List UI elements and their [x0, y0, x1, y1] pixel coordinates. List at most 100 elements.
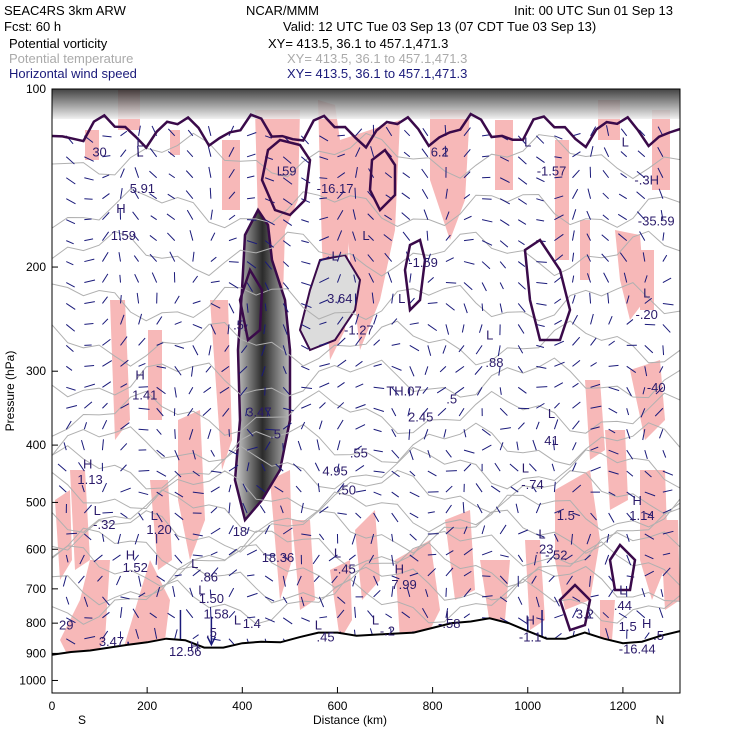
- wind-vector: [626, 554, 632, 566]
- wind-vector: [84, 323, 94, 325]
- wind-vector: [300, 596, 305, 607]
- contour-label: 3.47: [99, 634, 124, 649]
- wind-vector: [644, 470, 652, 478]
- wind-vector: [572, 607, 578, 619]
- wind-vector: [517, 240, 525, 246]
- wind-vector: [264, 441, 271, 451]
- contour-label: 1.13: [77, 472, 102, 487]
- wind-vector: [391, 470, 400, 478]
- wind-vector: [264, 303, 267, 312]
- wind-vector: [352, 209, 357, 220]
- contour-label: L: [446, 608, 453, 623]
- wind-vector: [409, 450, 414, 461]
- wind-vector: [554, 382, 564, 388]
- contour-label: -35.59: [638, 213, 675, 228]
- wind-vector: [551, 463, 555, 472]
- wind-vector: [461, 324, 465, 333]
- wind-vector: [185, 170, 194, 179]
- wind-vector: [494, 462, 501, 472]
- wind-vector: [84, 533, 92, 541]
- wind-vector: [210, 209, 213, 220]
- wind-vector: [120, 512, 128, 519]
- wind-vector: [617, 213, 627, 221]
- wind-vector: [536, 533, 545, 538]
- wind-vector: [189, 587, 194, 598]
- x-tick-label: 0: [49, 699, 56, 713]
- wind-vector: [156, 470, 167, 477]
- wind-vector: [528, 463, 537, 472]
- wind-vector: [499, 442, 504, 451]
- wind-vector: [337, 316, 344, 325]
- theta-contours: [52, 132, 680, 625]
- wind-vector: [316, 439, 320, 451]
- wind-vector: [391, 554, 394, 566]
- header-init: Init: 00 UTC Sun 01 Sep 13: [514, 3, 673, 18]
- wind-vector: [355, 404, 366, 409]
- wind-vector: [208, 345, 212, 356]
- wind-vector: [319, 135, 329, 142]
- contour-label: L: [548, 406, 555, 421]
- wind-vector: [422, 127, 429, 137]
- wind-vector: [499, 387, 502, 395]
- wind-vector: [120, 188, 123, 199]
- wind-vector: [659, 366, 664, 373]
- wind-vector: [318, 533, 325, 541]
- wind-vector: [174, 321, 182, 325]
- contour-label: -16.17: [317, 181, 354, 196]
- wind-vector: [637, 150, 646, 158]
- contour-label: -1.57: [537, 163, 567, 178]
- wind-vector: [83, 504, 92, 514]
- wind-vector: [101, 439, 104, 451]
- wind-vector: [572, 314, 578, 325]
- wind-vector: [373, 363, 382, 367]
- theta-contour-line: [52, 422, 680, 466]
- theta-contour-line: [52, 507, 680, 554]
- wind-vector: [301, 365, 310, 371]
- wind-vector: [101, 533, 105, 542]
- wind-vector: [80, 439, 85, 451]
- wind-vector: [442, 345, 447, 354]
- y-tick-label: 400: [26, 438, 46, 452]
- wind-vector: [481, 444, 492, 451]
- contour-label: L: [234, 613, 241, 628]
- wind-vector: [207, 146, 212, 157]
- wind-vector: [354, 187, 357, 199]
- wind-vector: [138, 363, 146, 367]
- wind-vector: [66, 240, 74, 245]
- contour-label: L: [198, 582, 205, 597]
- wind-vector: [138, 386, 149, 388]
- wind-vector: [409, 554, 419, 562]
- wind-vector: [202, 407, 212, 417]
- wind-vector: [318, 420, 323, 430]
- wind-vector: [119, 274, 122, 283]
- wind-vector: [319, 156, 329, 161]
- wind-vector: [662, 552, 671, 556]
- wind-vector: [463, 303, 468, 314]
- wind-vector: [63, 442, 67, 451]
- wind-vector: [445, 608, 449, 618]
- wind-vector: [445, 449, 452, 458]
- wind-vector: [602, 192, 609, 200]
- wind-vector: [210, 256, 217, 262]
- wind-vector: [192, 275, 199, 283]
- wind-vector: [156, 512, 163, 523]
- wind-vector: [351, 533, 357, 545]
- wind-vector: [373, 314, 378, 325]
- wind-vector: [66, 405, 78, 409]
- wind-vector: [554, 614, 564, 619]
- wind-vector: [264, 219, 275, 226]
- wind-vector: [499, 407, 508, 416]
- wind-vector: [481, 428, 491, 436]
- wind-vector: [168, 173, 176, 179]
- x-tick-label: 800: [423, 699, 443, 713]
- wind-vector: [644, 570, 655, 577]
- wind-vector: [138, 491, 149, 496]
- wind-vector: [210, 638, 221, 641]
- wind-vector: [208, 166, 212, 178]
- wind-vector: [445, 282, 457, 284]
- wind-vector: [481, 282, 487, 292]
- wind-vector: [167, 151, 176, 158]
- field-wind-xy: XY= 413.5, 36.1 to 457.1,471.3: [287, 66, 468, 81]
- contour-label: .5: [233, 317, 244, 332]
